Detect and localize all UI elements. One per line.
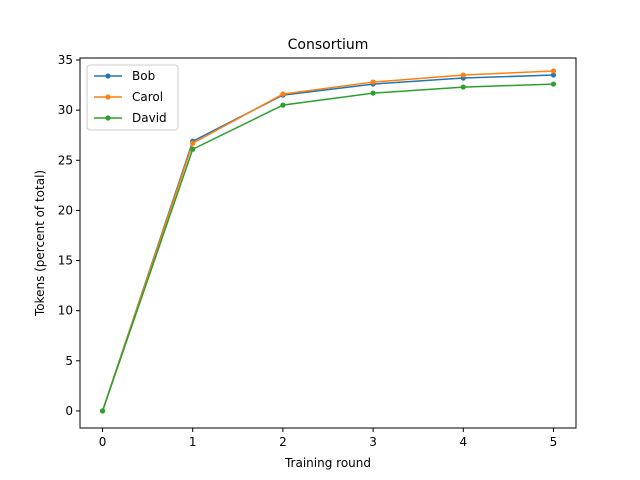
legend-marker: [105, 115, 111, 121]
legend-label: Carol: [132, 90, 163, 104]
y-tick-label: 30: [58, 103, 73, 117]
data-point: [190, 140, 196, 146]
legend-marker: [105, 94, 111, 100]
series-line: [101, 70, 554, 412]
plot-area: [99, 68, 557, 414]
y-tick-label: 25: [58, 153, 73, 167]
data-point: [280, 91, 286, 97]
series-line: [101, 83, 554, 412]
data-point: [280, 102, 286, 108]
x-tick-label: 5: [550, 435, 558, 449]
legend-item: Carol: [94, 90, 163, 104]
axes-frame: [79, 57, 577, 429]
y-axis-label: Tokens (percent of total): [33, 170, 47, 317]
data-point: [460, 72, 466, 78]
legend-item: Bob: [94, 69, 155, 83]
legend-label: Bob: [132, 69, 155, 83]
legend-marker: [105, 73, 111, 79]
y-tick-label: 35: [58, 53, 73, 67]
series-david: [99, 81, 557, 414]
x-axis: 0 1 2 3 4 5: [99, 428, 558, 449]
legend-label: David: [132, 111, 167, 125]
x-axis-label: Training round: [284, 456, 371, 470]
data-point: [550, 81, 557, 87]
data-point: [190, 146, 196, 152]
legend: Bob Carol David: [86, 64, 179, 131]
y-tick-label: 0: [65, 404, 73, 418]
x-tick-label: 1: [189, 435, 197, 449]
legend-box: [86, 64, 179, 131]
data-point: [550, 68, 557, 74]
x-tick-label: 3: [369, 435, 377, 449]
data-point: [99, 408, 106, 414]
data-point: [370, 90, 376, 96]
data-point: [460, 84, 466, 90]
x-tick-label: 4: [459, 435, 467, 449]
data-point: [370, 79, 376, 85]
legend-item: David: [94, 111, 167, 125]
data-point: [550, 72, 557, 78]
y-tick-label: 5: [65, 354, 73, 368]
y-axis: 0 5 10 15 20 25 30 35: [58, 53, 80, 418]
chart-title: Consortium: [288, 37, 369, 53]
x-tick-label: 0: [99, 435, 107, 449]
y-tick-label: 20: [58, 203, 73, 217]
x-tick-label: 2: [279, 435, 287, 449]
y-tick-label: 10: [58, 304, 73, 318]
y-tick-label: 15: [58, 254, 73, 268]
